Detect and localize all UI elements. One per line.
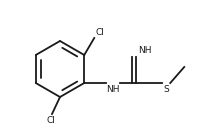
Text: Cl: Cl <box>95 28 104 37</box>
Text: S: S <box>163 85 169 94</box>
Text: NH: NH <box>138 46 152 55</box>
Text: NH: NH <box>106 85 120 94</box>
Text: Cl: Cl <box>47 116 56 125</box>
